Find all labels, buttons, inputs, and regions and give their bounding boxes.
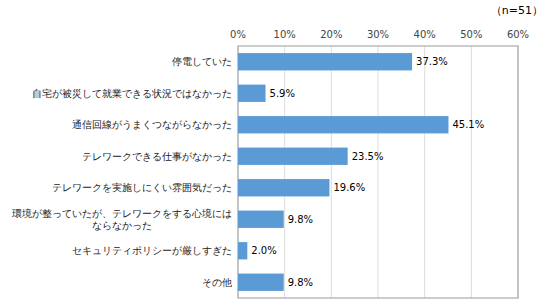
data-labels: 37.3% 5.9% 45.1% 23.5% 19.6% 9.8% 2.0% 9.8% (251, 56, 484, 288)
plot-frame (238, 46, 518, 298)
x-tick-label: 50% (460, 29, 482, 40)
category-label: テレワークできる仕事がなかった (82, 151, 232, 162)
category-label: 通信回線がうまくつながらなかった (72, 119, 232, 130)
data-label: 37.3% (416, 56, 448, 67)
x-tick-labels: 0% 10% 20% 30% 40% 50% 60% (230, 29, 529, 40)
x-tick-label: 60% (507, 29, 529, 40)
category-label: 停電していた (172, 56, 232, 67)
x-tick-label: 20% (320, 29, 342, 40)
data-label: 45.1% (452, 119, 484, 130)
category-label: セキュリティポリシーが厳しすぎた (72, 245, 232, 256)
bar (238, 242, 247, 259)
grid-line (378, 46, 379, 298)
chart: 0% 10% 20% 30% 40% 50% 60% 37.3% 5.9% 45.1% 23.5% 1… (0, 0, 549, 306)
y-tick-labels: 停電していた自宅が被災して就業できる状況ではなかった通信回線がうまくつながらなか… (12, 56, 232, 288)
bar (238, 179, 329, 196)
grid-line (471, 46, 472, 298)
category-label: その他 (202, 277, 232, 288)
data-label: 19.6% (333, 182, 365, 193)
bar (238, 85, 266, 102)
bar (238, 116, 448, 133)
data-label: 9.8% (288, 214, 313, 225)
category-label: 環境が整っていたが、テレワークをする心境にはならなかった (12, 208, 232, 231)
data-label: 9.8% (288, 277, 313, 288)
data-label: 2.0% (251, 245, 276, 256)
data-label: 5.9% (270, 88, 295, 99)
bars (238, 53, 448, 291)
grid-line (424, 46, 425, 298)
x-tick-label: 40% (414, 29, 436, 40)
x-grid (238, 46, 518, 298)
annotation: （n=51） (491, 4, 543, 17)
x-tick-label: 10% (274, 29, 296, 40)
bar (238, 148, 348, 165)
category-label: テレワークを実施しにくい雰囲気だった (52, 182, 232, 193)
x-tick-label: 0% (230, 29, 246, 40)
category-label: 自宅が被災して就業できる状況ではなかった (32, 88, 232, 99)
x-tick-label: 30% (367, 29, 389, 40)
grid-line (284, 46, 285, 298)
grid-line (331, 46, 332, 298)
bar (238, 274, 284, 291)
bar (238, 211, 284, 228)
data-label: 23.5% (352, 151, 384, 162)
bar (238, 53, 412, 70)
